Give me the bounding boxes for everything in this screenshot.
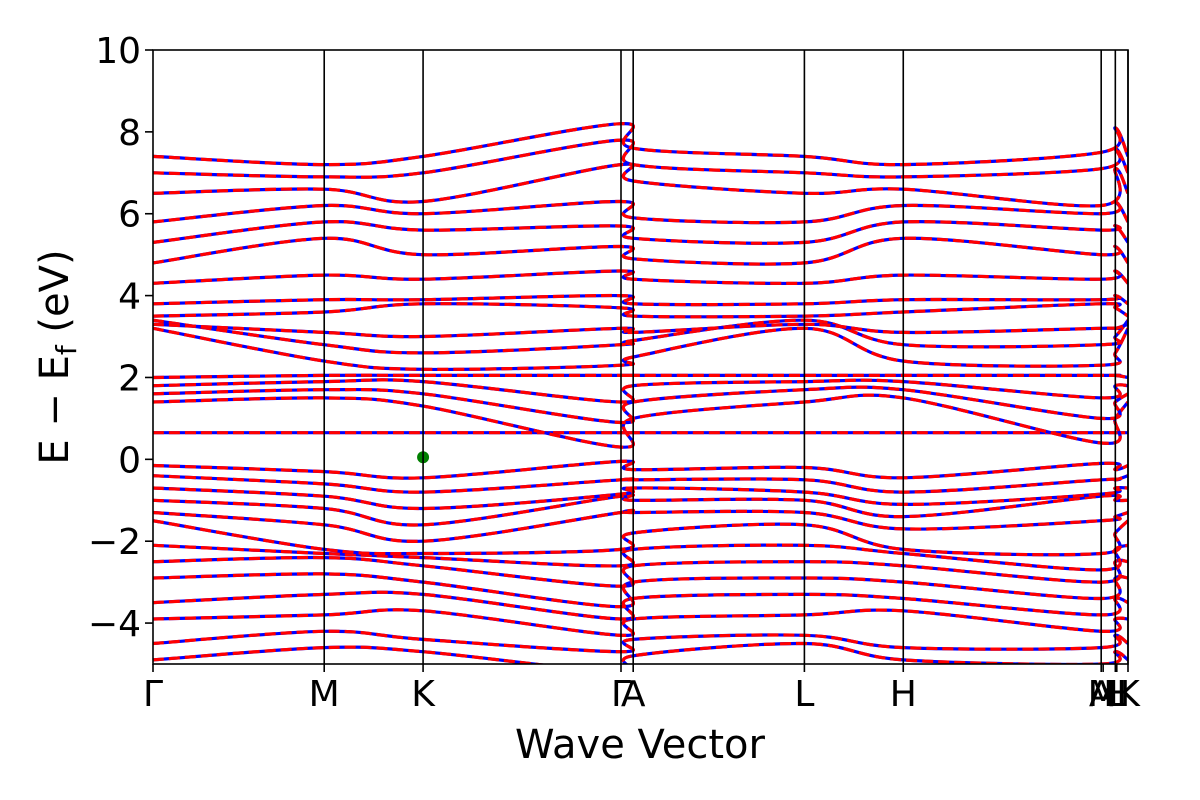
x-tick-label-12: K (1116, 674, 1141, 715)
band-24-series-2 (153, 269, 1128, 286)
x-axis-label: Wave Vector (515, 722, 766, 768)
band-19-series-1 (153, 326, 1128, 372)
kpoint-lines (323, 50, 1129, 664)
band-11-series-2 (153, 485, 1128, 511)
band-28-series-2 (153, 162, 1128, 208)
y-tick-label-4: 2 (118, 358, 141, 399)
band-29-series-1 (153, 138, 1128, 179)
band-19-series-2 (153, 326, 1128, 372)
y-tick-label-5: 4 (118, 277, 141, 318)
x-tick-label-7: H (890, 674, 917, 715)
x-tick-label-2: M (309, 674, 340, 715)
plot-frame (152, 49, 1129, 665)
x-tick-label-11: H (1103, 674, 1130, 715)
band-30-series-1 (153, 122, 1128, 167)
y-axis-label-unit: (eV) (32, 249, 78, 345)
y-axis-label-main: E − E (32, 355, 78, 465)
x-tick-label-4: Γ (611, 674, 631, 715)
band-10-series-2 (153, 493, 1128, 527)
band-2-series-2 (153, 629, 1128, 654)
y-tick-label-3: 0 (118, 440, 141, 481)
y-tick-label-1: −4 (88, 604, 141, 645)
band-15-series-1 (153, 393, 1128, 449)
band-21-series-2 (153, 322, 1128, 339)
band-9-series-2 (153, 508, 1128, 543)
band-28-series-1 (153, 162, 1128, 208)
band-15-series-2 (153, 393, 1128, 449)
band-27-series-2 (153, 199, 1128, 225)
bands-layer (153, 122, 1128, 664)
y-tick-label-7: 8 (118, 113, 141, 154)
y-tick-label-6: 6 (118, 195, 141, 236)
x-tick-label-8: A (1089, 674, 1114, 715)
y-axis-label-subscript: f (50, 344, 83, 355)
band-13-series-2 (153, 459, 1128, 480)
x-tick-label-5: A (621, 674, 646, 715)
band-20-series-2 (153, 318, 1128, 355)
band-30-series-2 (153, 122, 1128, 167)
x-tick-label-3: K (411, 674, 436, 715)
y-axis-label: E − Ef (eV) (32, 249, 83, 464)
y-axis-ticks: −4 −2 0 2 4 6 8 10 (88, 31, 153, 645)
x-tick-label-6: L (794, 674, 814, 715)
x-tick-label-1: Γ (143, 674, 163, 715)
x-tick-label-10: L (1105, 674, 1125, 715)
y-tick-label-8: 10 (95, 31, 141, 72)
y-tick-label-2: −2 (88, 522, 141, 563)
band-5-series-1 (153, 572, 1128, 609)
x-tick-label-9: M (1088, 674, 1119, 715)
band-29-series-2 (153, 138, 1128, 179)
